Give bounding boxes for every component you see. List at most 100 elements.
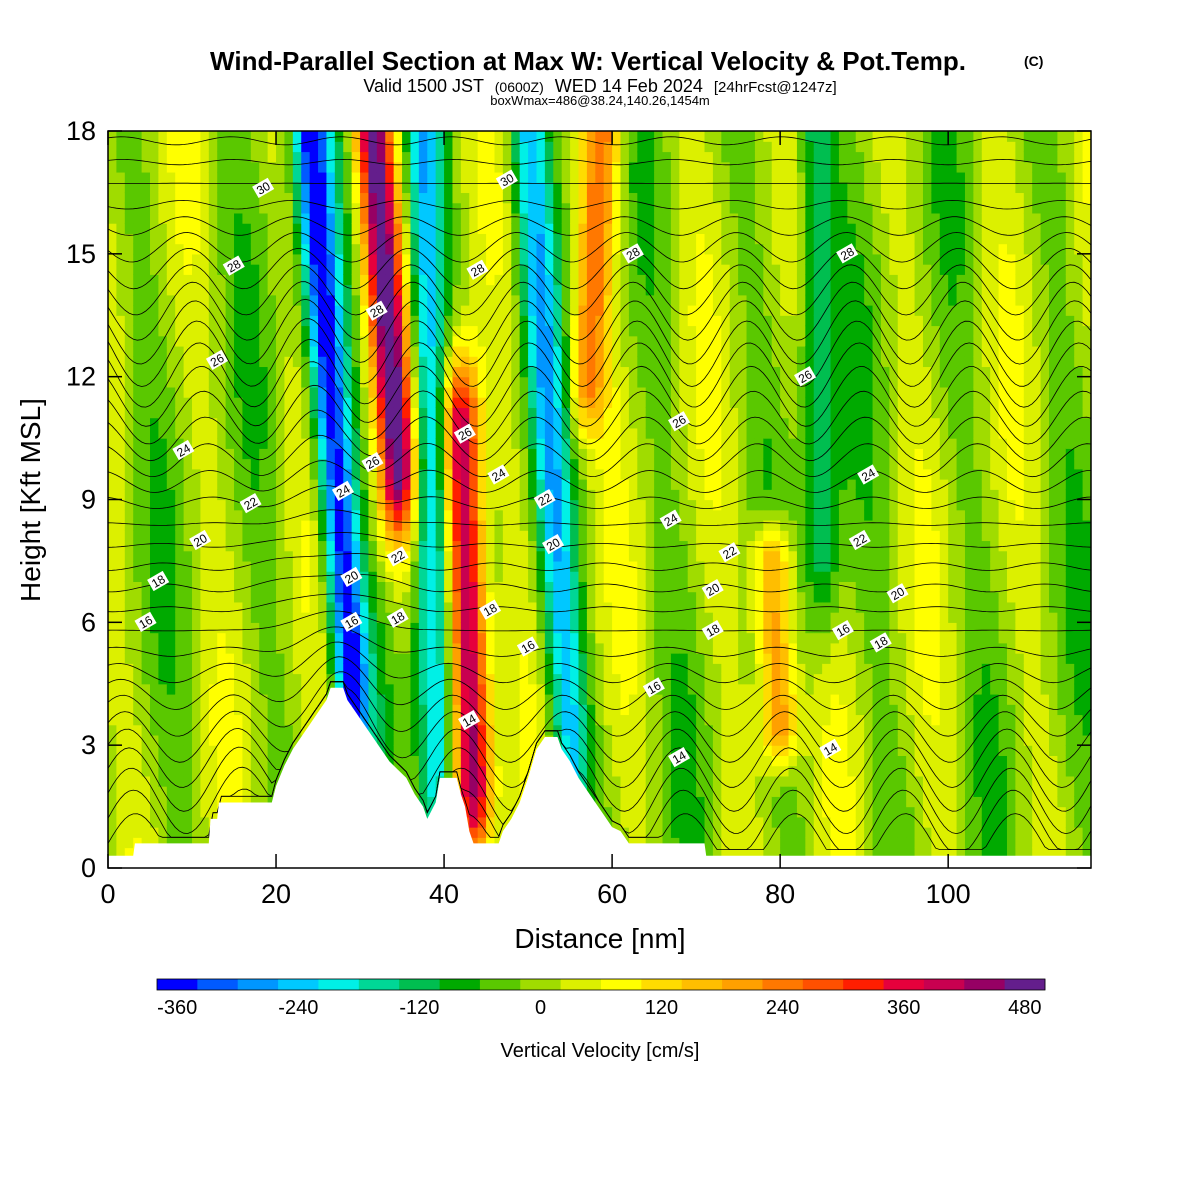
- velocity-cell: [200, 560, 210, 572]
- velocity-cell: [410, 284, 420, 296]
- velocity-cell: [200, 796, 210, 808]
- velocity-cell: [385, 581, 395, 593]
- velocity-cell: [385, 653, 395, 664]
- velocity-cell: [234, 397, 244, 408]
- velocity-cell: [334, 294, 344, 306]
- velocity-cell: [561, 581, 571, 593]
- velocity-cell: [469, 335, 479, 347]
- velocity-cell: [200, 571, 210, 582]
- velocity-cell: [402, 305, 412, 316]
- velocity-cell: [183, 171, 193, 183]
- velocity-cell: [133, 653, 143, 664]
- velocity-cell: [452, 182, 462, 194]
- velocity-cell: [444, 171, 454, 183]
- velocity-cell: [502, 407, 512, 419]
- velocity-cell: [536, 305, 546, 316]
- velocity-cell: [536, 448, 546, 460]
- velocity-cell: [427, 530, 437, 542]
- velocity-cell: [267, 325, 277, 337]
- velocity-cell: [687, 765, 697, 777]
- velocity-cell: [578, 335, 588, 347]
- velocity-cell: [292, 622, 302, 634]
- velocity-cell: [486, 397, 496, 408]
- velocity-cell: [637, 427, 647, 439]
- velocity-cell: [502, 202, 512, 214]
- velocity-cell: [158, 151, 168, 163]
- velocity-cell: [477, 622, 487, 634]
- velocity-cell: [351, 345, 361, 357]
- velocity-cell: [183, 519, 193, 531]
- velocity-cell: [628, 479, 638, 490]
- velocity-cell: [326, 673, 336, 685]
- velocity-cell: [460, 264, 470, 275]
- velocity-cell: [225, 581, 235, 593]
- velocity-cell: [225, 202, 235, 214]
- velocity-cell: [679, 673, 689, 685]
- velocity-cell: [267, 294, 277, 306]
- velocity-cell: [259, 571, 269, 582]
- velocity-cell: [250, 274, 260, 286]
- velocity-cell: [267, 223, 277, 234]
- velocity-cell: [410, 683, 420, 695]
- velocity-cell: [376, 601, 386, 613]
- velocity-cell: [234, 325, 244, 337]
- velocity-cell: [343, 223, 353, 234]
- velocity-cell: [628, 386, 638, 398]
- velocity-cell: [334, 335, 344, 347]
- velocity-cell: [670, 468, 680, 480]
- velocity-cell: [385, 202, 395, 214]
- velocity-cell: [477, 796, 487, 808]
- velocity-cell: [544, 683, 554, 695]
- velocity-cell: [351, 550, 361, 562]
- velocity-cell: [276, 366, 286, 378]
- velocity-cell: [376, 560, 386, 572]
- velocity-cell: [133, 427, 143, 439]
- velocity-cell: [444, 335, 454, 347]
- velocity-cell: [544, 714, 554, 726]
- velocity-cell: [427, 294, 437, 306]
- velocity-cell: [360, 622, 370, 634]
- velocity-cell: [133, 223, 143, 234]
- velocity-cell: [208, 448, 218, 460]
- velocity-cell: [250, 131, 260, 142]
- velocity-cell: [192, 745, 202, 757]
- velocity-cell: [318, 253, 328, 265]
- velocity-cell: [586, 131, 596, 142]
- velocity-cell: [418, 223, 428, 234]
- velocity-cell: [444, 264, 454, 275]
- velocity-cell: [343, 243, 353, 255]
- velocity-cell: [276, 223, 286, 234]
- velocity-cell: [460, 131, 470, 142]
- velocity-cell: [679, 540, 689, 552]
- velocity-cell: [334, 356, 344, 368]
- velocity-cell: [351, 622, 361, 634]
- velocity-cell: [276, 591, 286, 603]
- velocity-cell: [234, 693, 244, 705]
- velocity-cell: [612, 141, 622, 153]
- velocity-cell: [351, 386, 361, 398]
- velocity-cell: [234, 550, 244, 562]
- velocity-cell: [620, 315, 630, 327]
- velocity-cell: [536, 612, 546, 623]
- velocity-cell: [200, 837, 210, 849]
- velocity-cell: [502, 550, 512, 562]
- velocity-cell: [620, 704, 630, 716]
- velocity-cell: [360, 519, 370, 531]
- velocity-cell: [376, 253, 386, 265]
- velocity-cell: [595, 212, 605, 224]
- velocity-cell: [124, 131, 134, 142]
- velocity-cell: [343, 530, 353, 542]
- velocity-cell: [553, 724, 563, 736]
- velocity-cell: [360, 591, 370, 603]
- velocity-cell: [452, 448, 462, 460]
- velocity-cell: [166, 468, 176, 480]
- velocity-cell: [553, 253, 563, 265]
- velocity-cell: [502, 448, 512, 460]
- velocity-cell: [595, 612, 605, 623]
- velocity-cell: [553, 325, 563, 337]
- velocity-cell: [494, 530, 504, 542]
- velocity-cell: [477, 397, 487, 408]
- velocity-cell: [679, 274, 689, 286]
- velocity-cell: [460, 438, 470, 449]
- velocity-cell: [628, 223, 638, 234]
